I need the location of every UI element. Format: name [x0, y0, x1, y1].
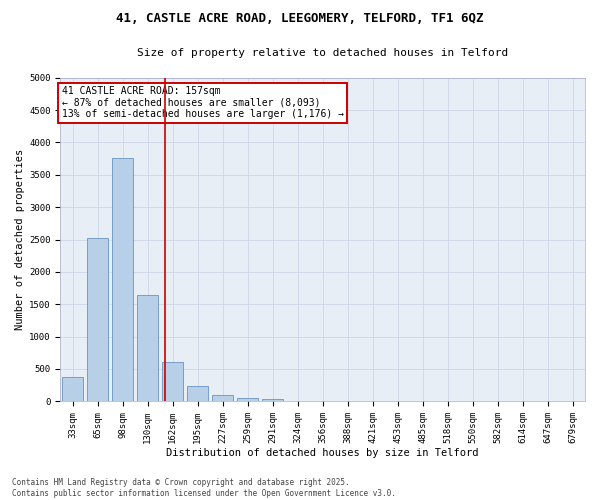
X-axis label: Distribution of detached houses by size in Telford: Distribution of detached houses by size …	[166, 448, 479, 458]
Bar	[212, 395, 233, 402]
Bar	[187, 386, 208, 402]
Text: Contains HM Land Registry data © Crown copyright and database right 2025.
Contai: Contains HM Land Registry data © Crown c…	[12, 478, 396, 498]
Text: 41, CASTLE ACRE ROAD, LEEGOMERY, TELFORD, TF1 6QZ: 41, CASTLE ACRE ROAD, LEEGOMERY, TELFORD…	[116, 12, 484, 26]
Y-axis label: Number of detached properties: Number of detached properties	[15, 149, 25, 330]
Bar	[62, 377, 83, 402]
Bar	[237, 398, 259, 402]
Bar	[162, 362, 184, 402]
Text: 41 CASTLE ACRE ROAD: 157sqm
← 87% of detached houses are smaller (8,093)
13% of : 41 CASTLE ACRE ROAD: 157sqm ← 87% of det…	[62, 86, 344, 120]
Title: Size of property relative to detached houses in Telford: Size of property relative to detached ho…	[137, 48, 508, 58]
Bar	[112, 158, 133, 402]
Bar	[137, 294, 158, 402]
Bar	[87, 238, 109, 402]
Bar	[262, 400, 283, 402]
